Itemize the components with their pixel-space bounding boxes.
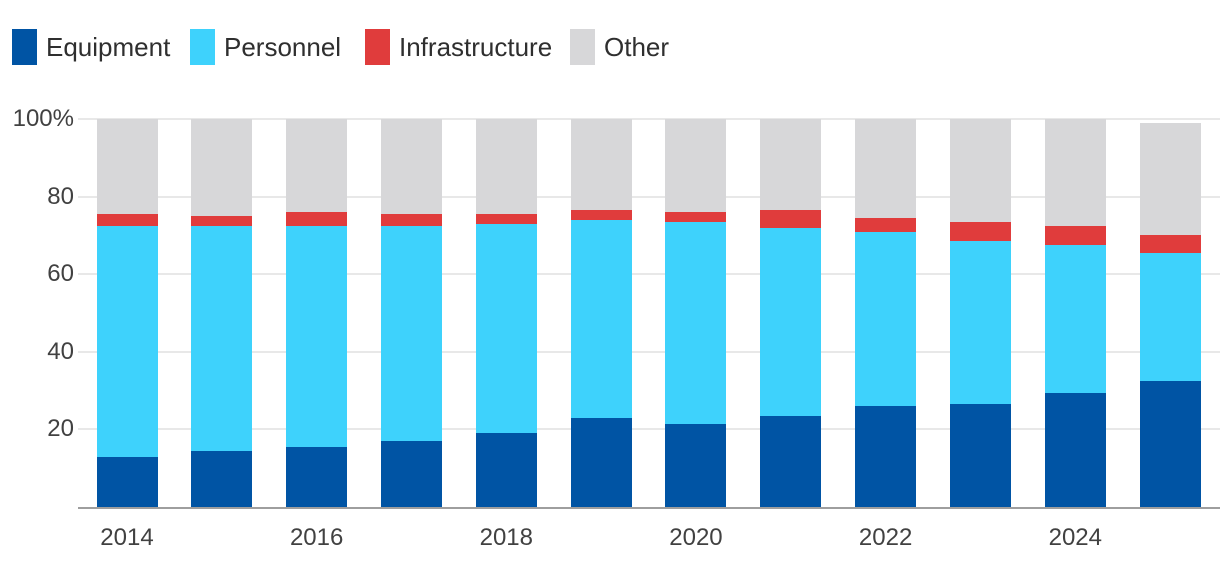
bar-segment-infrastructure bbox=[475, 214, 537, 224]
bar-segment-personnel bbox=[855, 231, 917, 407]
bar-segment-personnel bbox=[570, 219, 632, 418]
bar-segment-infrastructure bbox=[286, 212, 348, 226]
bar-segment-equipment bbox=[1044, 392, 1106, 507]
bar-segment-other bbox=[380, 119, 442, 215]
y-axis-label: 20 bbox=[47, 415, 74, 443]
bar-segment-personnel bbox=[1044, 245, 1106, 393]
legend-item-personnel: Personnel bbox=[190, 29, 341, 65]
y-axis-label: 40 bbox=[47, 337, 74, 365]
bar-segment-equipment bbox=[760, 415, 822, 507]
bar-segment-infrastructure bbox=[191, 216, 253, 226]
gridline bbox=[78, 195, 1220, 198]
bar-segment-other bbox=[191, 119, 253, 217]
y-axis-label: 100% bbox=[12, 105, 74, 132]
x-axis-line bbox=[78, 507, 1220, 509]
bar-segment-personnel bbox=[760, 227, 822, 416]
x-axis-label: 2014 bbox=[100, 524, 154, 551]
bar-2016 bbox=[286, 119, 348, 507]
x-axis-label: 2022 bbox=[858, 524, 913, 551]
bar-segment-infrastructure bbox=[855, 217, 917, 232]
gridline bbox=[78, 350, 1220, 353]
x-axis-label: 2024 bbox=[1048, 524, 1102, 551]
bar-segment-personnel bbox=[949, 241, 1011, 405]
bar-2018 bbox=[475, 119, 537, 507]
legend-label: Equipment bbox=[46, 31, 171, 62]
bar-segment-equipment bbox=[949, 404, 1011, 507]
bar-segment-other bbox=[1044, 119, 1106, 226]
bar-2023 bbox=[949, 119, 1011, 507]
bar-segment-other bbox=[760, 119, 822, 211]
gridline bbox=[78, 118, 1220, 120]
bar-2017 bbox=[380, 119, 442, 507]
bar-segment-infrastructure bbox=[949, 221, 1011, 242]
gridline bbox=[78, 273, 1220, 276]
infrastructure-swatch-icon bbox=[365, 29, 390, 65]
bar-2019 bbox=[570, 119, 632, 507]
x-axis-label: 2016 bbox=[289, 524, 344, 551]
bar-segment-equipment bbox=[1139, 380, 1201, 507]
bar-segment-equipment bbox=[380, 441, 442, 507]
bar-segment-equipment bbox=[96, 456, 158, 507]
bar-2015 bbox=[191, 119, 253, 507]
bar-segment-personnel bbox=[1139, 252, 1201, 381]
bar-2020 bbox=[665, 119, 727, 507]
bar-segment-personnel bbox=[380, 225, 442, 442]
y-axis-label: 80 bbox=[47, 182, 74, 210]
bar-segment-other bbox=[96, 119, 158, 215]
y-axis-label: 60 bbox=[47, 260, 74, 288]
bar-segment-other bbox=[286, 119, 348, 213]
equipment-swatch-icon bbox=[12, 29, 37, 65]
bar-segment-equipment bbox=[570, 417, 632, 507]
bar-segment-infrastructure bbox=[665, 212, 727, 222]
legend-item-other: Other bbox=[570, 29, 669, 65]
legend-label: Infrastructure bbox=[399, 31, 553, 62]
bar-segment-infrastructure bbox=[380, 214, 442, 226]
bar-segment-personnel bbox=[475, 223, 537, 434]
bar-segment-personnel bbox=[665, 221, 727, 424]
bar-segment-equipment bbox=[191, 450, 253, 507]
bar-2014 bbox=[96, 119, 158, 507]
bar-segment-other bbox=[1139, 122, 1201, 236]
bar-segment-personnel bbox=[96, 225, 158, 457]
bar-segment-equipment bbox=[855, 406, 917, 507]
bar-2022 bbox=[855, 119, 917, 507]
bar-segment-other bbox=[665, 119, 727, 213]
bar-segment-other bbox=[475, 119, 537, 215]
legend-label: Other bbox=[604, 31, 670, 62]
bar-segment-infrastructure bbox=[570, 210, 632, 220]
gridline bbox=[78, 428, 1220, 431]
bar-segment-equipment bbox=[475, 433, 537, 507]
bar-segment-infrastructure bbox=[1044, 225, 1106, 246]
bar-segment-infrastructure bbox=[760, 210, 822, 228]
legend-label: Personnel bbox=[224, 31, 342, 62]
bar-segment-infrastructure bbox=[96, 214, 158, 226]
legend-item-equipment: Equipment bbox=[12, 29, 170, 65]
other-swatch-icon bbox=[570, 29, 595, 65]
legend-item-infrastructure: Infrastructure bbox=[365, 29, 552, 65]
bar-2021 bbox=[760, 119, 822, 507]
bar-2024 bbox=[1044, 119, 1106, 507]
bar-2025 bbox=[1139, 122, 1201, 507]
bar-segment-other bbox=[949, 119, 1011, 222]
bar-segment-equipment bbox=[286, 446, 348, 507]
chart-legend: Equipment Personnel Infrastructure Other bbox=[0, 0, 1220, 80]
bar-segment-other bbox=[570, 119, 632, 211]
plot-area bbox=[78, 118, 1220, 507]
x-axis-label: 2020 bbox=[669, 524, 723, 551]
bar-segment-equipment bbox=[665, 423, 727, 507]
personnel-swatch-icon bbox=[190, 29, 215, 65]
bar-segment-personnel bbox=[286, 225, 348, 447]
bar-segment-personnel bbox=[191, 225, 253, 451]
x-axis-label: 2018 bbox=[479, 524, 533, 551]
bar-segment-other bbox=[855, 119, 917, 218]
bar-segment-infrastructure bbox=[1139, 235, 1201, 253]
